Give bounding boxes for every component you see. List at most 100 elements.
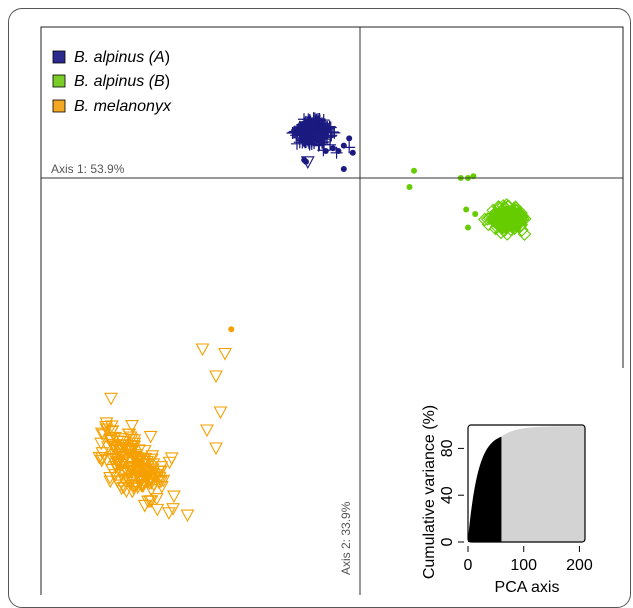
point-b-alpinus-b: [482, 211, 497, 226]
legend-entry-alpinus-a: B. alpinus (A): [52, 49, 170, 66]
point-b-alpinus-b-dot: [411, 167, 417, 174]
inset-area-retained: [468, 436, 502, 542]
legend-label: B. alpinus (A): [74, 49, 170, 66]
point-b-alpinus-a-triangle: [300, 156, 315, 169]
point-b-melanonyx: [127, 434, 142, 448]
point-b-alpinus-a-dot: [316, 133, 323, 140]
axis-2-label: Axis 2: 33.9%: [339, 501, 353, 575]
point-b-melanonyx: [132, 470, 147, 484]
point-b-alpinus-a: [303, 126, 316, 139]
point-b-alpinus-a-dot: [322, 148, 329, 154]
point-b-melanonyx: [136, 458, 151, 471]
point-b-melanonyx: [122, 445, 137, 459]
point-b-alpinus-a: [300, 136, 312, 148]
point-b-melanonyx: [114, 433, 129, 446]
point-b-melanonyx: [117, 451, 132, 465]
point-b-melanonyx: [218, 347, 232, 361]
point-b-alpinus-a: [297, 134, 310, 147]
point-b-melanonyx: [143, 430, 158, 444]
point-b-alpinus-b: [495, 212, 510, 227]
point-b-melanonyx: [200, 424, 214, 438]
point-b-alpinus-b: [499, 198, 514, 212]
point-b-alpinus-a: [325, 129, 338, 142]
point-b-alpinus-a: [317, 114, 330, 127]
point-b-melanonyx: [136, 479, 151, 493]
point-b-melanonyx: [141, 474, 156, 488]
inset-area-chart: [468, 426, 585, 542]
point-b-melanonyx: [99, 417, 114, 431]
point-b-alpinus-a-dot: [330, 145, 336, 152]
point-b-melanonyx: [99, 423, 114, 437]
point-b-alpinus-a: [286, 127, 299, 139]
point-b-melanonyx: [164, 452, 179, 466]
legend-label: B. melanonyx: [74, 98, 172, 115]
point-b-melanonyx: [167, 490, 181, 504]
point-b-melanonyx: [151, 465, 166, 479]
point-b-melanonyx: [142, 477, 157, 491]
point-b-melanonyx: [122, 443, 137, 457]
legend-label: B. alpinus (B): [74, 73, 170, 90]
point-b-alpinus-b: [480, 212, 495, 226]
point-b-melanonyx: [213, 406, 228, 420]
plot-border: [40, 26, 624, 595]
point-b-melanonyx: [122, 465, 137, 479]
point-b-melanonyx: [108, 454, 123, 467]
point-b-melanonyx: [110, 475, 125, 489]
point-b-melanonyx: [128, 479, 142, 493]
point-b-melanonyx-dot: [228, 326, 235, 333]
point-b-melanonyx: [94, 437, 109, 451]
point-b-alpinus-a: [310, 116, 323, 129]
point-b-alpinus-b: [517, 227, 532, 241]
point-b-melanonyx: [156, 474, 171, 488]
point-b-melanonyx: [105, 425, 120, 438]
point-b-melanonyx: [104, 392, 118, 406]
point-b-alpinus-b: [503, 211, 518, 225]
point-b-melanonyx: [195, 343, 210, 357]
point-b-alpinus-a: [302, 118, 315, 131]
legend-swatch: [52, 74, 66, 88]
point-b-alpinus-b: [505, 205, 519, 220]
point-b-alpinus-a-dot: [340, 166, 347, 172]
point-b-alpinus-a: [316, 122, 329, 135]
point-b-alpinus-b-dot: [406, 184, 413, 190]
point-b-melanonyx: [125, 420, 139, 433]
inset-y-label: Cumulative variance (%): [421, 405, 438, 579]
point-b-alpinus-a-dot: [346, 135, 353, 142]
inset-y-tick-label: 80: [439, 439, 456, 457]
inset-x-tick-label: 0: [464, 557, 473, 574]
legend-swatch: [52, 99, 66, 113]
point-b-melanonyx: [166, 503, 180, 516]
point-b-alpinus-a: [291, 137, 303, 150]
point-b-melanonyx: [141, 466, 156, 480]
point-b-alpinus-a: [304, 115, 317, 128]
inset-ticks: 0 100 200 0 40 80: [439, 439, 593, 574]
point-b-alpinus-b: [515, 223, 529, 237]
point-b-alpinus-a: [328, 126, 341, 139]
inset-y-tick-label: 40: [439, 486, 456, 504]
point-b-alpinus-b-dot: [465, 224, 471, 231]
point-b-melanonyx: [161, 507, 176, 521]
point-b-alpinus-a: [308, 121, 321, 134]
point-b-melanonyx: [209, 442, 223, 456]
point-b-alpinus-a-dot: [335, 148, 342, 154]
point-b-melanonyx: [209, 370, 223, 384]
point-b-melanonyx: [153, 475, 168, 489]
point-b-melanonyx: [152, 471, 167, 485]
point-b-melanonyx: [150, 503, 165, 517]
point-b-alpinus-b-dot: [463, 206, 470, 213]
point-b-alpinus-a: [312, 139, 325, 152]
inset-area-rest: [501, 426, 585, 542]
axis-1-label: Axis 1: 53.9%: [51, 162, 125, 176]
cumulative-variance-inset: 0 100 200 0 40 80 Cumulative variance (%) PCA…: [421, 368, 627, 595]
point-b-melanonyx: [114, 458, 129, 472]
legend-entry-melanonyx: B. melanonyx: [52, 98, 172, 115]
point-b-alpinus-a-dot: [349, 149, 356, 156]
inset-plot-box: [467, 424, 586, 543]
legend: B. alpinus (A) B. alpinus (B) B. melanon…: [52, 49, 172, 115]
point-b-melanonyx: [103, 471, 117, 485]
point-b-melanonyx: [127, 440, 142, 454]
point-b-melanonyx: [119, 485, 134, 499]
point-b-melanonyx: [95, 452, 109, 465]
legend-swatch: [52, 50, 66, 64]
point-b-alpinus-a: [295, 124, 308, 137]
